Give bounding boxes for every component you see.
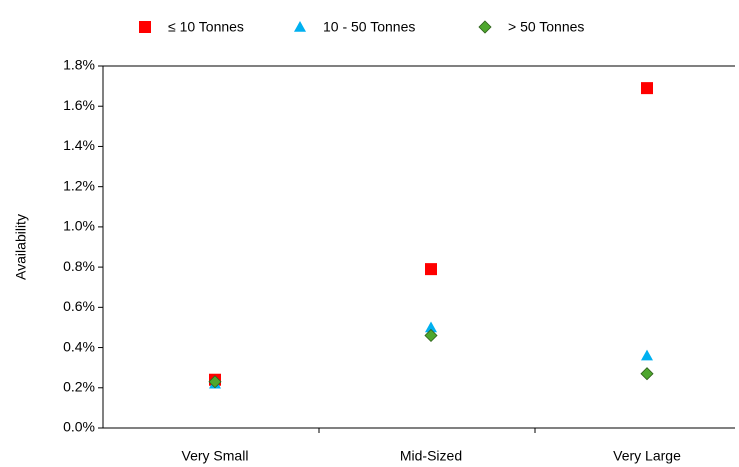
y-tick-label: 1.2%	[63, 177, 95, 193]
y-tick-label: 1.0%	[63, 218, 95, 234]
y-axis-label: Availability	[13, 214, 29, 280]
point	[425, 321, 437, 333]
point	[641, 82, 653, 95]
y-tick-label: 1.6%	[63, 97, 95, 113]
point	[208, 375, 222, 389]
y-tick-label: 1.8%	[63, 57, 95, 73]
y-tick-label: 0.4%	[63, 338, 95, 354]
legend-label: > 50 Tonnes	[508, 19, 584, 35]
y-tick-label: 0.6%	[63, 298, 95, 314]
legend-label: 10 - 50 Tonnes	[323, 19, 415, 35]
y-tick-label: 0.2%	[63, 378, 95, 394]
legend-marker	[478, 20, 492, 34]
y-tick-label: 0.8%	[63, 258, 95, 274]
x-tick-label: Very Large	[613, 448, 681, 464]
point	[424, 328, 438, 343]
x-tick-label: Mid-Sized	[400, 448, 462, 464]
point	[425, 263, 437, 276]
legend-label: ≤ 10 Tonnes	[168, 19, 244, 35]
point	[641, 349, 653, 361]
x-tick-label: Very Small	[182, 448, 249, 464]
legend-marker	[139, 21, 151, 33]
y-tick-label: 1.4%	[63, 137, 95, 153]
y-tick-label: 0.0%	[63, 419, 95, 435]
point	[640, 367, 654, 381]
legend-marker	[294, 21, 306, 32]
